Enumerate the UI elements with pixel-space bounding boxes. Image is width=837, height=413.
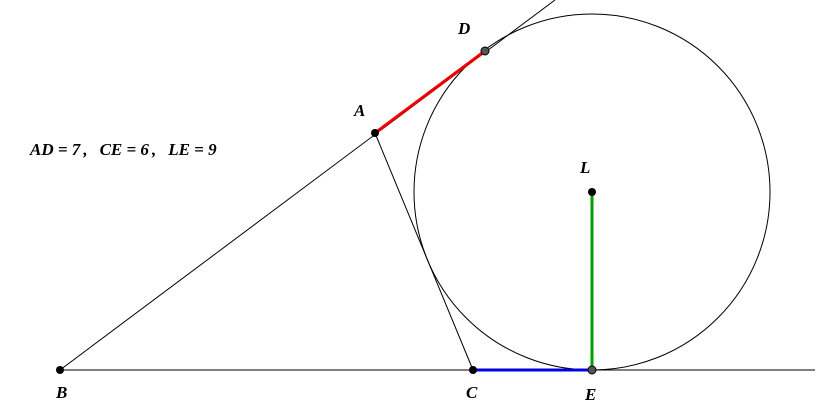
annotation-ad: AD = 7 [29,140,82,159]
point-d [480,46,490,56]
point-e [587,365,597,375]
label-c: C [466,383,478,402]
separator: , [151,140,156,159]
point-a [371,129,379,137]
label-l: L [579,158,590,177]
point-b [56,366,64,374]
label-e: E [584,385,596,404]
label-b: B [55,383,67,402]
point-l [588,188,596,196]
separator: , [82,140,87,159]
segment-ac [374,132,474,371]
point-c [469,366,477,374]
annotation-ce: CE = 6 [100,140,150,159]
annotation: AD = 7, CE = 6, LE = 9 [29,140,217,159]
segment-ad [374,49,486,135]
label-d: D [457,19,470,38]
label-a: A [353,101,365,120]
annotation-le: LE = 9 [167,140,217,159]
